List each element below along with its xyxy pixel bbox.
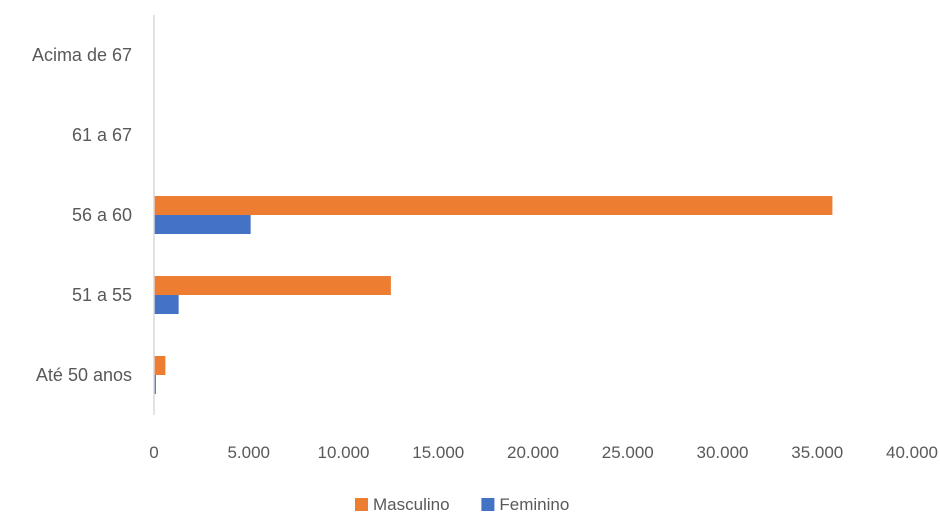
category-label: Acima de 67	[32, 45, 132, 65]
legend-label-masculino: Masculino	[373, 495, 450, 514]
x-tick-label: 20.000	[507, 443, 559, 462]
x-tick-label: 5.000	[227, 443, 270, 462]
bars-layer	[154, 196, 833, 394]
x-tick-label: 25.000	[602, 443, 654, 462]
category-label: 56 a 60	[72, 205, 132, 225]
category-label: 61 a 67	[72, 125, 132, 145]
x-tick-label: 0	[149, 443, 158, 462]
legend: Masculino Feminino	[355, 495, 569, 514]
bar-masculino-1	[154, 276, 391, 295]
legend-swatch-masculino	[355, 498, 368, 511]
category-label: Até 50 anos	[36, 365, 132, 385]
bar-masculino-2	[154, 196, 833, 215]
bar-feminino-2	[154, 215, 251, 234]
bar-masculino-0	[154, 356, 166, 375]
legend-label-feminino: Feminino	[499, 495, 569, 514]
bar-feminino-1	[154, 295, 179, 314]
x-tick-label: 15.000	[412, 443, 464, 462]
category-labels: Até 50 anos 51 a 55 56 a 60 61 a 67 Acima de…	[32, 45, 132, 385]
bar-feminino-0	[154, 375, 156, 394]
x-tick-label: 35.000	[791, 443, 843, 462]
x-tick-label: 10.000	[318, 443, 370, 462]
legend-swatch-feminino	[481, 498, 495, 511]
x-tick-labels: 0 5.000 10.000 15.000 20.000 25.000 30.000 35.0…	[149, 443, 938, 462]
x-tick-label: 40.000	[886, 443, 938, 462]
category-label: 51 a 55	[72, 285, 132, 305]
x-tick-label: 30.000	[697, 443, 749, 462]
